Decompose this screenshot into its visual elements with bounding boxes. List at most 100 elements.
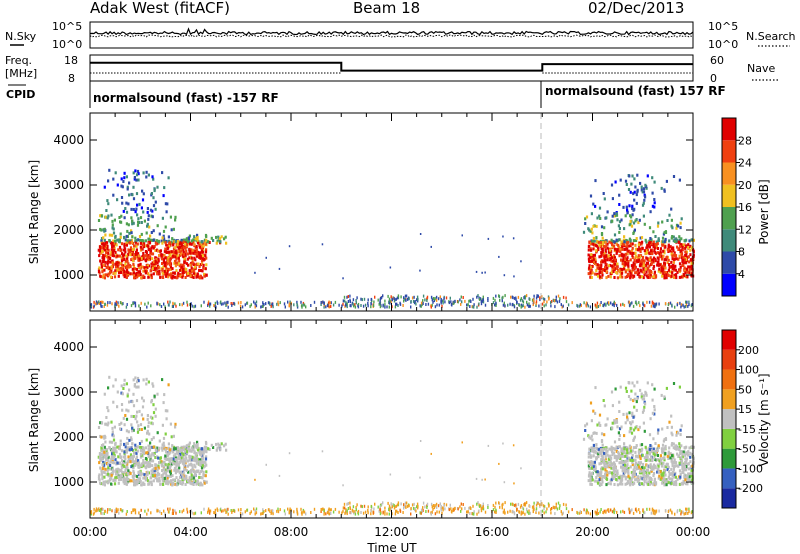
velocity-data-cell: [194, 465, 197, 469]
power-data-cell: [655, 246, 658, 249]
power-data-cell: [622, 258, 625, 262]
power-data-cell: [166, 272, 169, 276]
velocity-data-cell: [684, 478, 687, 482]
velocity-data-cell: [109, 478, 112, 482]
power-data-cell: [164, 261, 167, 265]
power-data-cell: [453, 301, 455, 305]
power-data-cell: [690, 259, 693, 263]
power-data-cell: [590, 253, 593, 257]
power-data-cell: [596, 266, 599, 270]
velocity-data-cell: [215, 442, 218, 446]
power-data-cell: [612, 302, 615, 306]
power-data-cell: [594, 272, 597, 276]
velocity-data-cell: [596, 423, 599, 427]
velocity-data-cell: [611, 450, 614, 454]
power-data-cell: [160, 239, 163, 243]
power-data-cell: [120, 267, 124, 271]
velocity-data-cell: [626, 454, 629, 458]
velocity-data-cell: [670, 467, 673, 471]
power-data-cell: [193, 305, 195, 309]
power-data-cell: [199, 256, 202, 260]
power-data-cell: [277, 300, 279, 304]
power-data-cell: [164, 256, 167, 259]
power-data-cell: [636, 190, 639, 194]
velocity-data-cell: [137, 461, 140, 465]
velocity-data-cell: [648, 447, 651, 451]
power-data-cell: [158, 232, 161, 236]
power-data-cell: [648, 264, 651, 268]
power-data-cell: [233, 301, 235, 305]
power-data-cell: [415, 302, 417, 306]
power-data-cell: [437, 297, 440, 301]
power-data-cell: [600, 252, 603, 256]
velocity-data-cell: [133, 383, 136, 386]
power-data-cell: [152, 229, 155, 233]
power-data-cell: [123, 176, 126, 180]
power-data-cell: [589, 271, 592, 275]
velocity-data-cell: [606, 463, 609, 467]
power-data-cell: [432, 297, 435, 300]
power-data-cell: [509, 302, 511, 306]
power-data-cell: [142, 239, 145, 243]
power-data-cell: [180, 239, 183, 243]
power-data-cell: [170, 228, 173, 232]
power-data-cell: [610, 270, 613, 274]
power-data-cell: [195, 254, 198, 258]
power-data-cell: [148, 255, 151, 259]
velocity-data-cell: [637, 428, 640, 432]
power-data-cell: [106, 262, 109, 266]
power-data-cell: [194, 263, 197, 267]
velocity-data-cell: [638, 425, 641, 429]
power-data-cell: [660, 266, 663, 270]
power-data-cell: [177, 271, 180, 275]
power-data-cell: [169, 253, 172, 257]
power-data-cell: [103, 238, 106, 242]
velocity-data-cell: [178, 471, 181, 475]
velocity-data-cell: [120, 384, 123, 388]
power-data-cell: [589, 305, 592, 309]
velocity-data-cell: [598, 471, 601, 475]
power-data-cell: [167, 275, 170, 279]
velocity-data-cell: [149, 415, 152, 419]
velocity-data-cell: [616, 483, 619, 487]
power-data-cell: [175, 257, 178, 261]
power-data-cell: [165, 273, 168, 277]
velocity-data-cell: [163, 460, 166, 464]
power-data-cell: [599, 264, 602, 268]
velocity-data-cell: [194, 456, 197, 460]
velocity-data-cell: [278, 474, 281, 477]
power-data-cell: [444, 300, 446, 304]
velocity-data-cell: [188, 476, 191, 480]
velocity-data-cell: [613, 440, 617, 444]
power-data-cell: [627, 262, 630, 266]
power-data-cell: [195, 275, 198, 279]
power-data-cell: [629, 190, 632, 194]
power-data-cell: [531, 298, 534, 302]
velocity-data-cell: [664, 438, 668, 441]
power-data-cell: [620, 303, 622, 307]
velocity-data-cell: [604, 455, 607, 459]
velocity-data-cell: [140, 413, 143, 417]
velocity-data-cell: [193, 472, 197, 476]
power-data-cell: [609, 257, 612, 261]
power-data-cell: [168, 241, 172, 245]
power-data-cell: [597, 305, 600, 308]
velocity-data-cell: [102, 443, 105, 447]
velocity-data-cell: [135, 445, 138, 449]
velocity-data-cell: [153, 394, 156, 398]
velocity-data-cell: [155, 448, 158, 452]
power-data-cell: [111, 245, 114, 249]
velocity-data-cell: [624, 459, 627, 463]
power-data-cell: [107, 265, 110, 269]
power-data-cell: [399, 301, 401, 305]
power-data-cell: [618, 227, 621, 230]
power-data-cell: [139, 273, 142, 276]
power-data-cell: [288, 302, 291, 306]
power-data-cell: [518, 303, 521, 307]
velocity-data-cell: [513, 482, 515, 485]
power-data-cell: [404, 294, 407, 298]
power-data-cell: [592, 258, 595, 262]
power-data-cell: [126, 187, 129, 191]
power-data-cell: [187, 239, 190, 243]
power-data-cell: [198, 265, 201, 268]
